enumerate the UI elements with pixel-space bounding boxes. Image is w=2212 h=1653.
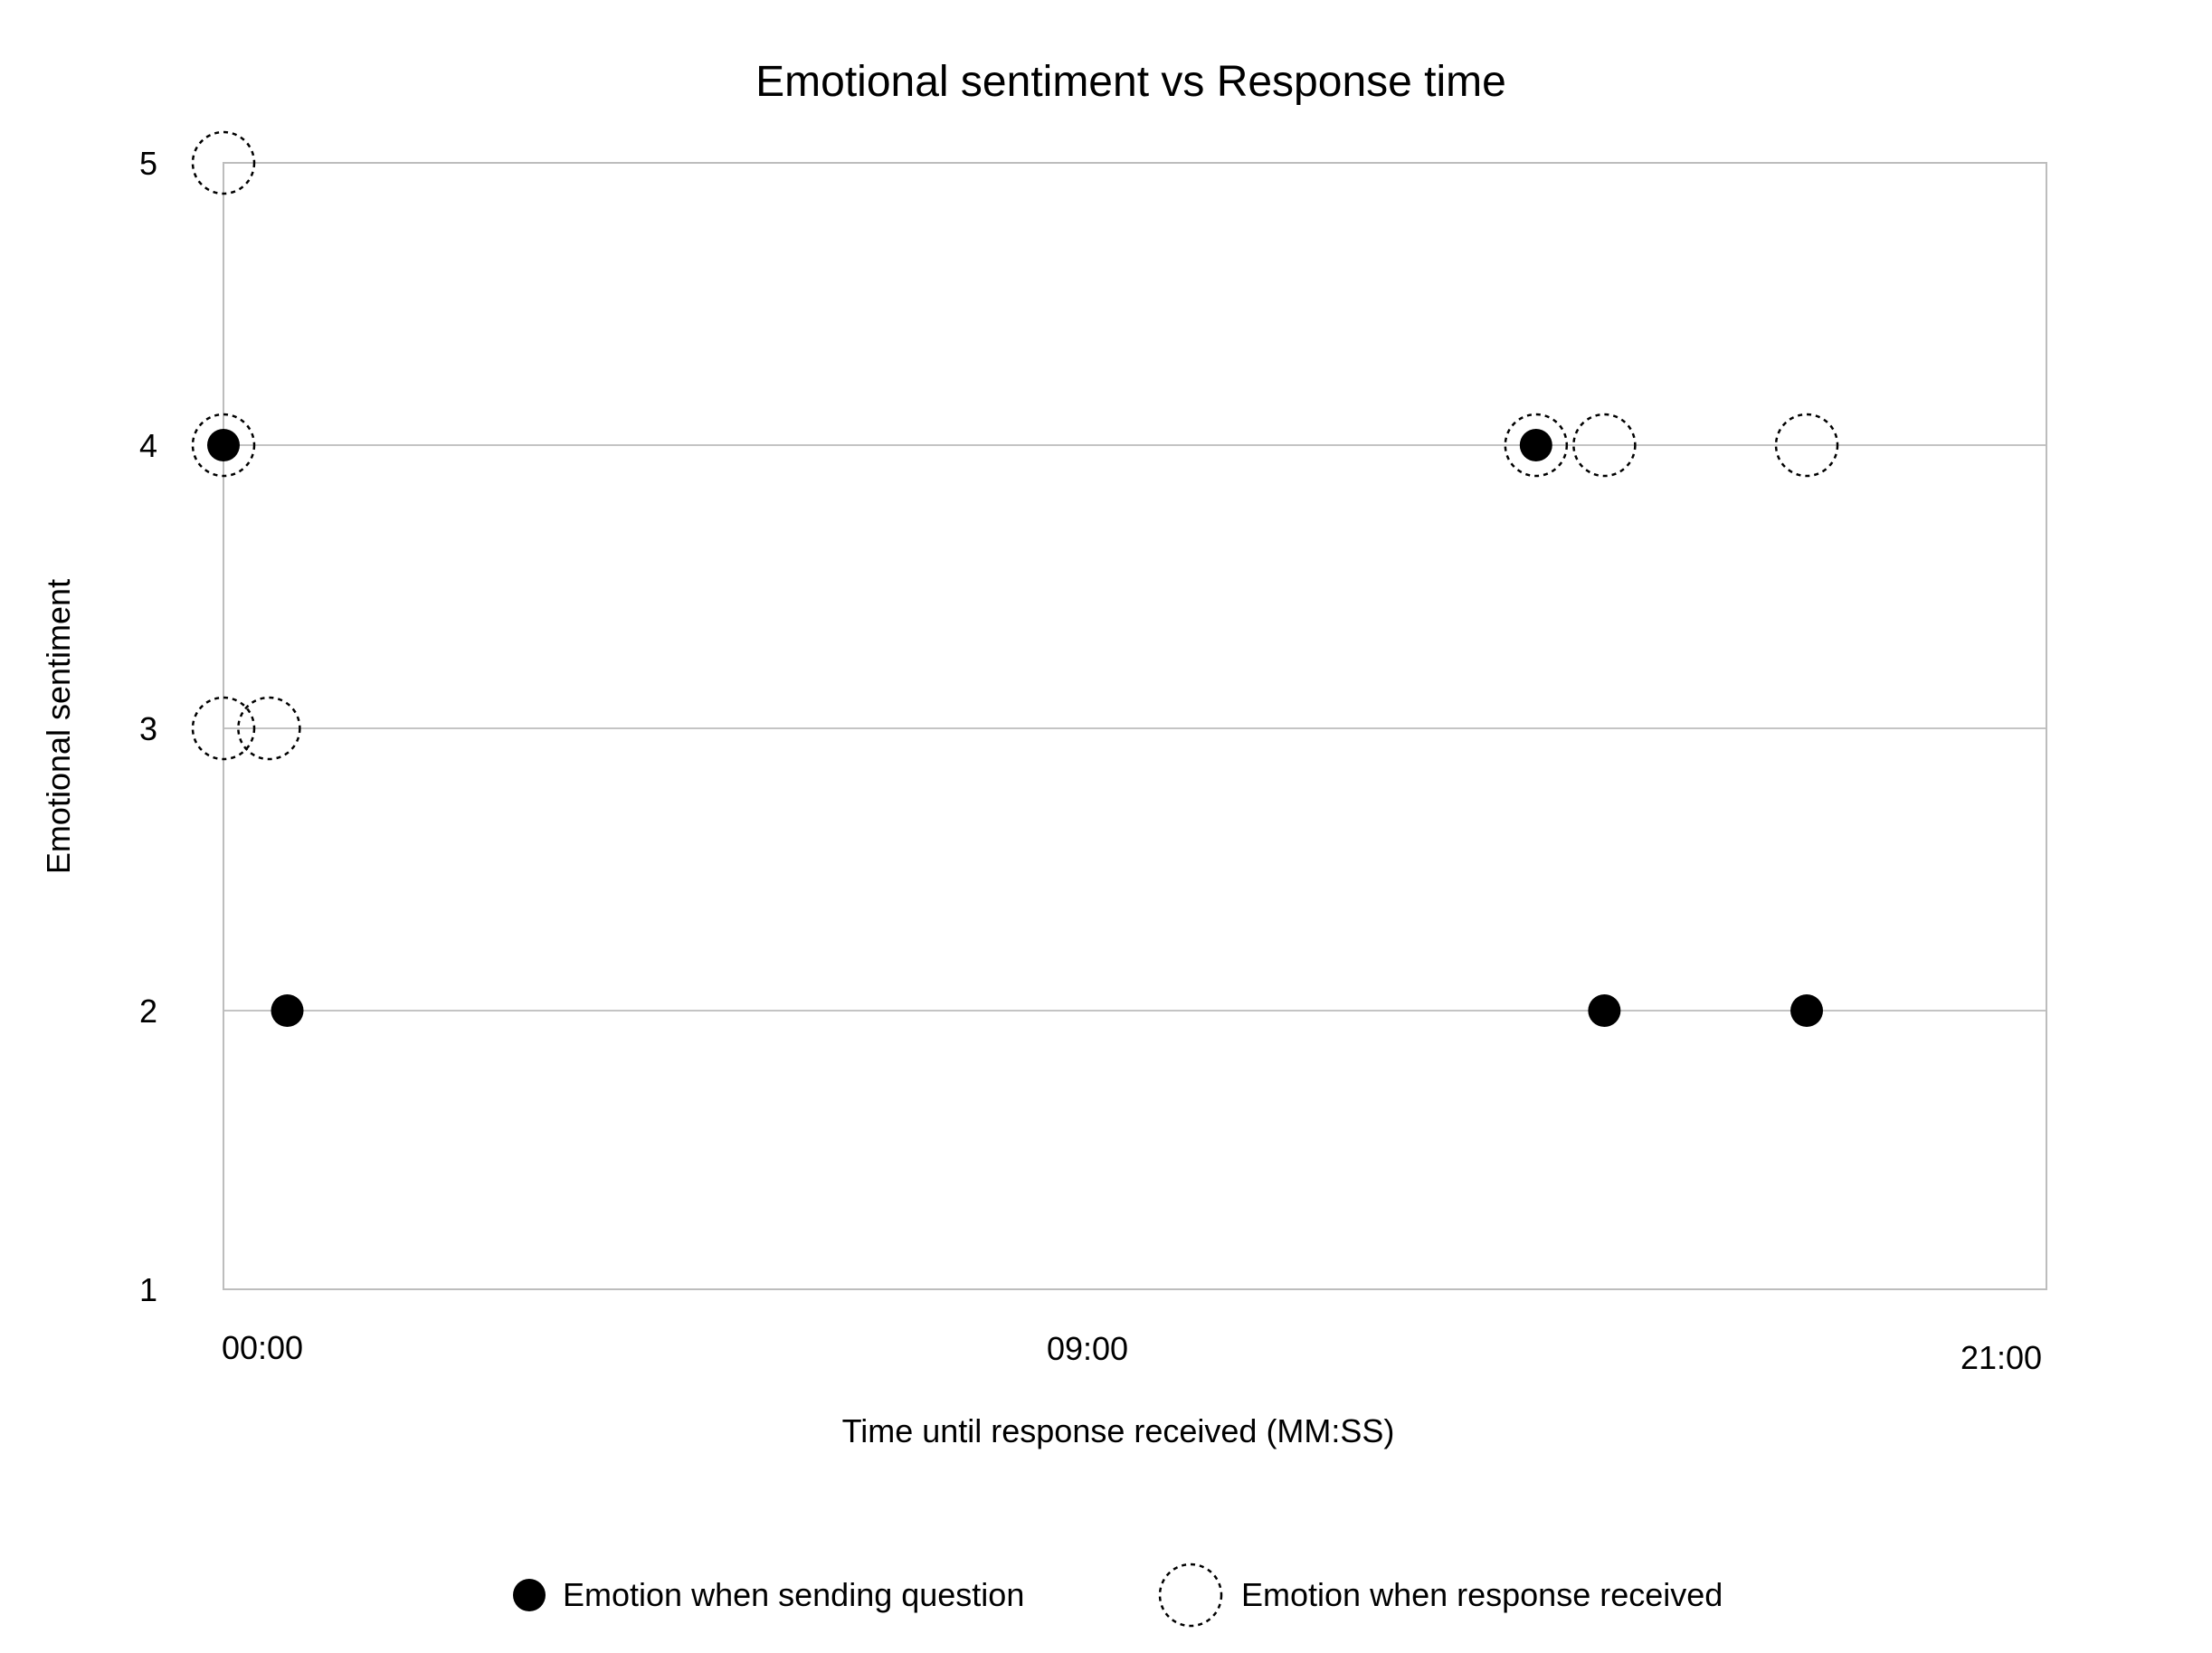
gridlines [223,444,2046,1012]
received-emotion-point-5 [1572,413,1637,478]
x-tick-label: 00:00 [222,1329,303,1366]
received-emotion-point-1 [191,413,256,478]
x-tick-label: 21:00 [1960,1339,2042,1376]
legend-label-received: Emotion when response received [1241,1576,1723,1613]
y-tick-label: 5 [139,145,157,182]
x-axis-ticks: 00:00 09:00 21:00 [222,1329,2042,1376]
y-axis-label: Emotional sentiment [40,579,77,874]
y-tick-label: 1 [139,1271,157,1308]
x-axis-label: Time until response received (MM:SS) [842,1412,1395,1449]
received-emotion-point-0 [191,130,256,195]
received-emotion-point-6 [1774,413,1839,478]
received-emotion-point-2 [191,696,256,761]
legend-dotted-circle-icon [1158,1563,1223,1628]
legend: Emotion when sending question Emotion wh… [513,1563,1723,1628]
sending-emotion-point-0 [207,429,240,461]
y-axis-ticks: 1 2 3 4 5 [139,145,157,1308]
data-points [191,130,1839,1027]
y-tick-label: 2 [139,993,157,1030]
legend-filled-circle-icon [513,1579,546,1611]
received-emotion-point-4 [1504,413,1569,478]
chart-title: Emotional sentiment vs Response time [755,58,1506,106]
sending-emotion-point-4 [1790,994,1824,1027]
plot-area-frame [223,162,2047,1290]
received-emotion-point-3 [237,696,301,761]
y-tick-label: 3 [139,710,157,747]
y-tick-label: 4 [139,427,157,464]
sending-emotion-point-3 [1588,994,1621,1027]
sending-emotion-point-1 [271,994,304,1027]
x-tick-label: 09:00 [1047,1330,1128,1367]
sending-emotion-point-2 [1519,429,1552,461]
legend-label-sending: Emotion when sending question [563,1576,1024,1613]
